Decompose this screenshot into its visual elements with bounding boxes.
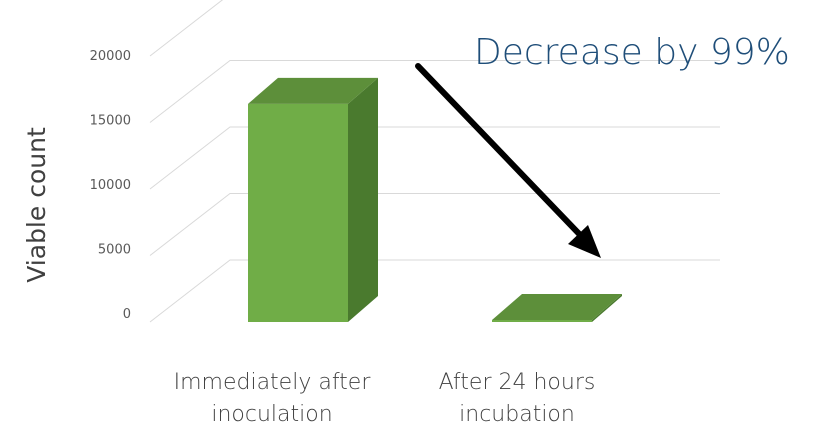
y-tick-label: 15000 xyxy=(90,114,131,129)
y-tick-label: 0 xyxy=(123,307,131,322)
bar-front xyxy=(248,103,348,322)
arrow-shaft xyxy=(415,63,588,243)
gridlines xyxy=(149,0,720,323)
bar xyxy=(248,77,378,322)
gridline xyxy=(149,126,720,190)
y-axis-ticks: 0 5000 10000 15000 20000 xyxy=(90,49,131,322)
arrow-head xyxy=(568,225,601,258)
x-category-label: Immediately after inoculation xyxy=(174,370,372,427)
bars xyxy=(248,77,622,322)
y-tick-label: 20000 xyxy=(90,49,131,64)
y-tick-label: 5000 xyxy=(98,243,131,258)
x-axis-categories: Immediately after inoculation After 24 hou… xyxy=(174,370,596,427)
bar-top xyxy=(248,77,378,104)
y-axis-title: Viable count xyxy=(22,127,51,283)
y-tick-label: 10000 xyxy=(90,178,131,193)
gridline xyxy=(149,259,720,323)
annotation-text: Decrease by 99% xyxy=(474,32,790,73)
bar xyxy=(492,294,622,322)
bar-side xyxy=(592,294,622,322)
bar-side xyxy=(348,77,378,322)
x-category-label: After 24 hours incubation xyxy=(439,370,596,427)
decrease-arrow xyxy=(415,63,601,258)
gridline xyxy=(149,60,720,123)
gridline xyxy=(149,193,720,256)
gridline xyxy=(149,0,224,57)
bar-top xyxy=(492,294,622,321)
bar-front xyxy=(492,320,592,322)
